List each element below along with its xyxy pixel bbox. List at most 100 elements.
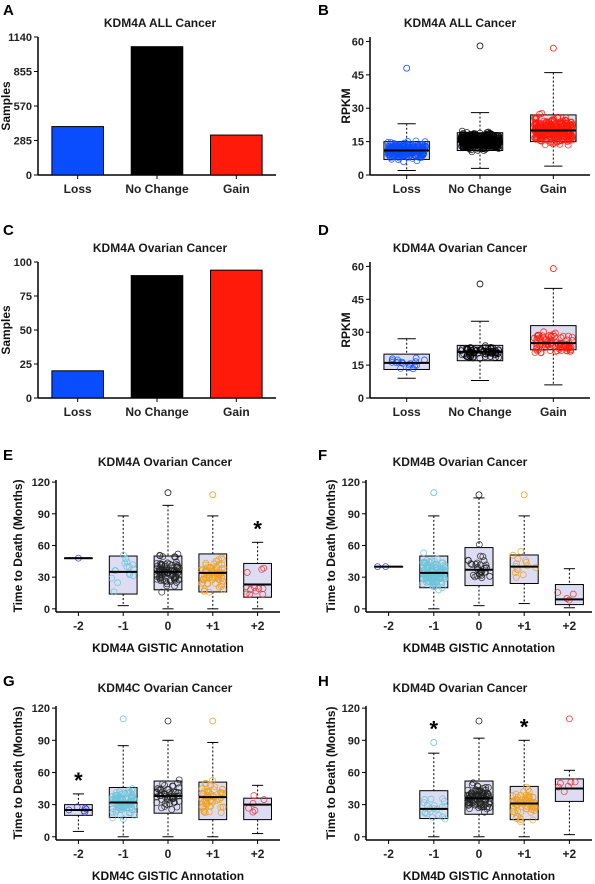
- x-axis-label: KDM4A GISTIC Annotation: [92, 641, 244, 655]
- data-point: [564, 141, 572, 149]
- x-tick-label: 0: [476, 619, 483, 633]
- data-point: [425, 558, 433, 566]
- box-4: [243, 784, 272, 835]
- data-point: [161, 799, 169, 807]
- data-point: [486, 572, 494, 580]
- y-tick-label: 90: [348, 735, 360, 747]
- y-tick-label: 60: [38, 767, 50, 779]
- y-tick-label: 0: [354, 832, 360, 844]
- data-point: [125, 569, 133, 577]
- data-point: [440, 571, 447, 579]
- data-point: [512, 790, 520, 798]
- data-point: [429, 579, 437, 587]
- data-point: [159, 780, 167, 787]
- box-4: [554, 715, 584, 836]
- x-tick-label: Gain: [540, 405, 567, 419]
- data-point: [153, 575, 161, 583]
- box-2: [530, 44, 577, 167]
- panel-letter: G: [3, 673, 15, 690]
- data-point: [474, 783, 482, 791]
- data-point: [131, 811, 138, 819]
- data-point: [466, 805, 473, 813]
- data-point: [168, 561, 176, 569]
- data-points: [242, 564, 268, 598]
- x-tick-label: Loss: [393, 405, 421, 419]
- panel-letter: E: [3, 447, 13, 464]
- data-point: [467, 131, 475, 138]
- data-point: [209, 491, 217, 499]
- x-tick-label: No Change: [125, 182, 189, 196]
- data-point: [557, 334, 565, 342]
- data-point: [204, 580, 212, 588]
- chart-title: KDM4A ALL Cancer: [404, 16, 517, 30]
- data-point: [415, 154, 423, 161]
- data-point: [219, 803, 227, 811]
- y-tick-label: 25: [20, 359, 32, 371]
- x-axis-label: KDM4D GISTIC Annotation: [403, 869, 555, 883]
- data-point: [405, 364, 413, 371]
- data-point: [541, 141, 549, 149]
- data-point: [129, 561, 137, 569]
- x-tick-label: +2: [563, 619, 577, 633]
- box-1: [456, 42, 504, 169]
- x-tick-label: +2: [563, 847, 577, 861]
- data-point: [113, 788, 120, 796]
- data-point: [472, 347, 480, 355]
- data-point: [219, 577, 226, 585]
- data-points: [197, 491, 228, 596]
- panel-letter: H: [318, 673, 329, 690]
- significance-marker: *: [74, 768, 83, 793]
- data-point: [523, 783, 530, 791]
- data-point: [209, 717, 217, 725]
- data-point: [246, 590, 254, 598]
- data-point: [468, 133, 476, 141]
- data-point: [157, 574, 165, 581]
- data-point: [427, 795, 435, 803]
- data-point: [568, 333, 576, 341]
- data-point: [480, 557, 488, 565]
- data-point: [549, 44, 557, 52]
- data-point: [532, 564, 540, 572]
- y-tick-label: 120: [342, 703, 360, 715]
- data-point: [419, 580, 426, 588]
- y-tick-label: 100: [14, 257, 32, 269]
- data-point: [205, 808, 213, 816]
- data-point: [428, 564, 436, 572]
- chart-title: KDM4D Ovarian Cancer: [393, 681, 528, 695]
- data-point: [472, 787, 480, 795]
- data-point: [112, 567, 119, 574]
- x-tick-label: -1: [118, 619, 129, 633]
- data-point: [420, 799, 428, 806]
- box-3: [509, 491, 540, 605]
- data-point: [412, 137, 420, 145]
- data-point: [384, 138, 392, 146]
- bar-no-change: [130, 46, 184, 176]
- data-point: [209, 777, 216, 784]
- data-point: [175, 575, 183, 583]
- y-tick-label: 90: [38, 509, 50, 521]
- data-point: [249, 800, 257, 807]
- data-point: [112, 806, 120, 814]
- data-point: [559, 118, 567, 125]
- y-tick-label: 0: [358, 170, 364, 182]
- data-point: [512, 573, 520, 581]
- data-point: [530, 798, 538, 806]
- data-point: [528, 805, 535, 813]
- data-point: [464, 786, 472, 794]
- x-tick-label: Loss: [64, 405, 92, 419]
- data-point: [481, 808, 488, 816]
- data-point: [522, 805, 530, 813]
- data-point: [539, 332, 547, 340]
- y-tick-label: 0: [44, 604, 50, 616]
- data-point: [217, 789, 225, 796]
- data-point: [485, 142, 492, 150]
- data-point: [522, 558, 530, 566]
- y-tick-label: 0: [44, 832, 50, 844]
- data-point: [482, 796, 490, 804]
- data-point: [484, 803, 491, 811]
- y-tick-label: 45: [352, 294, 364, 306]
- y-tick-label: 30: [38, 800, 50, 812]
- data-point: [473, 782, 481, 790]
- box-1: [456, 280, 504, 381]
- y-tick-label: 1140: [8, 32, 32, 44]
